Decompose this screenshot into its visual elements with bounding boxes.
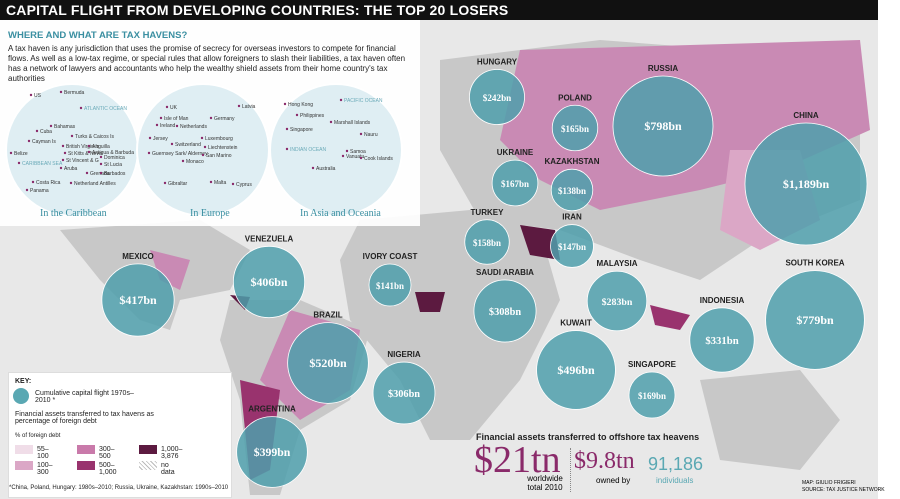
legend-swatch — [77, 445, 95, 454]
bubble-value: $167bn — [501, 179, 529, 189]
capital-flight-bubble — [232, 245, 306, 319]
legend-swatch — [15, 461, 33, 470]
country-name: RUSSIA — [648, 64, 678, 73]
bubble-value: $406bn — [251, 275, 288, 289]
key-title: KEY: — [15, 378, 32, 385]
capital-flight-bubble — [536, 330, 616, 410]
country-name: UKRAINE — [497, 148, 534, 157]
legend-label: 100–300 — [37, 462, 53, 476]
bubble-value: $399bn — [254, 446, 291, 459]
capital-flight-bubble — [586, 270, 648, 332]
credit-map: MAP: GIULIO FRIGIERI — [802, 480, 856, 486]
country-name: INDONESIA — [700, 296, 745, 305]
stats-individuals: 91,186 — [648, 454, 704, 474]
country-name: MALAYSIA — [596, 259, 637, 268]
box-text: A tax haven is any jurisdiction that use… — [8, 44, 406, 83]
capital-flight-bubble — [612, 75, 714, 177]
capital-flight-bubble — [765, 270, 865, 370]
bubble-value: $798bn — [644, 119, 682, 133]
stats-total-label: worldwide total 2010 — [527, 474, 563, 492]
stats-owned-label: owned by — [596, 476, 631, 485]
capital-flight-bubble — [550, 224, 594, 268]
country-name: SOUTH KOREA — [785, 259, 844, 268]
country-name: KAZAKHSTAN — [545, 157, 600, 166]
stats-individuals-label: individuals — [656, 476, 694, 485]
bubble-value: $779bn — [796, 313, 834, 327]
country-name: VENEZUELA — [245, 234, 294, 243]
bubble-value: $308bn — [489, 307, 521, 318]
country-name: IVORY COAST — [363, 252, 418, 261]
bubble-value: $141bn — [376, 281, 404, 291]
capital-flight-bubble — [469, 69, 525, 125]
bubble-value: $147bn — [558, 242, 586, 252]
legend-swatch — [139, 445, 157, 454]
country-name: NIGERIA — [387, 350, 421, 359]
bubble-value: $283bn — [602, 297, 633, 308]
bubble-value: $306bn — [388, 389, 420, 400]
stats-title: Financial assets transferred to offshore… — [476, 432, 700, 442]
legend-swatch — [77, 461, 95, 470]
capital-flight-bubble — [464, 219, 510, 265]
capital-flight-bubble — [551, 104, 599, 152]
key: KEY: Cumulative capital flight 1970s–201… — [8, 372, 232, 498]
legend-label: 500–1,000 — [99, 462, 117, 476]
country-name: KUWAIT — [560, 319, 592, 328]
key-bubble — [13, 388, 29, 404]
capital-flight-bubble — [287, 322, 369, 404]
bubble-value: $417bn — [119, 293, 157, 307]
key-shading-label: Financial assets transferred to tax have… — [15, 411, 154, 425]
stats-owned: $9.8tn — [574, 448, 635, 474]
footnote: *China, Poland, Hungary: 1980s–2010; Rus… — [9, 485, 229, 491]
key-scale-title: % of foreign debt — [15, 433, 61, 439]
bubble-value: $496bn — [557, 363, 595, 377]
bubble-value: $165bn — [561, 124, 589, 134]
capital-flight-bubble — [628, 371, 676, 419]
bubble-value: $138bn — [558, 186, 586, 196]
bubble-value: $1,189bn — [783, 177, 830, 191]
box-title: WHERE AND WHAT ARE TAX HAVENS? — [8, 30, 188, 41]
capital-flight-bubble — [236, 416, 308, 488]
divider — [570, 448, 571, 492]
key-bubble-label: Cumulative capital flight 1970s–2010 * — [35, 390, 134, 404]
country-name: SINGAPORE — [628, 360, 677, 369]
country-name: HUNGARY — [477, 57, 518, 66]
country-name: MEXICO — [122, 252, 154, 261]
bubble-value: $520bn — [309, 356, 347, 370]
legend-label: no data — [161, 462, 175, 476]
title-bar: CAPITAL FLIGHT FROM DEVELOPING COUNTRIES… — [0, 0, 878, 20]
legend-swatch — [15, 445, 33, 454]
legend-label: 300–500 — [99, 446, 115, 460]
bubble-value: $169bn — [638, 391, 666, 401]
legend-label: 55–100 — [37, 446, 49, 460]
capital-flight-bubble — [744, 122, 868, 246]
inset-caption: In the Caribbean — [40, 208, 107, 219]
country-name: BRAZIL — [313, 311, 342, 320]
capital-flight-bubble — [689, 307, 755, 373]
capital-flight-bubble — [101, 263, 175, 337]
capital-flight-bubble — [372, 361, 436, 425]
country-name: CHINA — [793, 111, 819, 120]
inset-caption: In Asia and Oceania — [300, 208, 381, 219]
bubble-value: $242bn — [483, 93, 512, 103]
country-name: POLAND — [558, 93, 592, 102]
legend-label: 1,000–3,876 — [161, 446, 183, 460]
country-name: TURKEY — [471, 208, 505, 217]
capital-flight-bubble — [491, 159, 539, 207]
inset-caption: In Europe — [190, 208, 230, 219]
legend-swatch — [139, 461, 157, 470]
capital-flight-bubble — [368, 263, 412, 307]
bubble-value: $331bn — [705, 335, 738, 347]
title: CAPITAL FLIGHT FROM DEVELOPING COUNTRIES… — [6, 2, 509, 18]
capital-flight-bubble — [473, 279, 537, 343]
stats-total: $21tn — [474, 439, 561, 481]
country-name: ARGENTINA — [248, 405, 296, 414]
country-name: SAUDI ARABIA — [476, 268, 534, 277]
credit-source: SOURCE: TAX JUSTICE NETWORK — [802, 487, 885, 493]
bubble-value: $158bn — [473, 238, 501, 248]
capital-flight-bubble — [550, 168, 594, 212]
country-name: IRAN — [562, 213, 582, 222]
